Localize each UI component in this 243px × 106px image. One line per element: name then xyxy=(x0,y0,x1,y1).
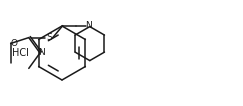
Text: N: N xyxy=(39,49,45,57)
Text: N: N xyxy=(85,21,92,30)
Text: HCl: HCl xyxy=(12,48,28,58)
Text: S: S xyxy=(46,33,52,42)
Text: O: O xyxy=(10,39,17,48)
